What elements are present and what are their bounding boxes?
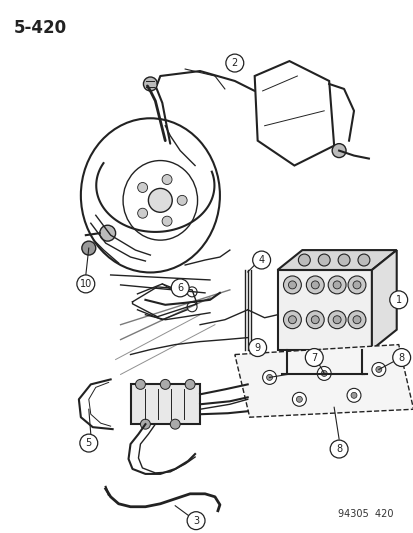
Circle shape xyxy=(331,144,345,158)
Text: 8: 8 xyxy=(398,352,404,362)
Circle shape xyxy=(138,208,147,218)
Circle shape xyxy=(162,216,172,226)
Circle shape xyxy=(328,311,345,329)
Text: 8: 8 xyxy=(335,444,341,454)
Circle shape xyxy=(283,276,301,294)
Circle shape xyxy=(138,182,147,192)
Circle shape xyxy=(160,379,170,389)
Circle shape xyxy=(284,372,289,377)
Bar xyxy=(277,270,371,350)
Circle shape xyxy=(316,367,330,381)
Text: 5: 5 xyxy=(85,438,92,448)
Text: 7: 7 xyxy=(311,352,317,362)
Circle shape xyxy=(347,311,365,329)
Circle shape xyxy=(332,281,340,289)
Circle shape xyxy=(187,302,197,312)
Circle shape xyxy=(162,175,172,184)
Circle shape xyxy=(225,54,243,72)
Text: 4: 4 xyxy=(258,255,264,265)
Circle shape xyxy=(306,311,323,329)
Circle shape xyxy=(288,316,296,324)
Circle shape xyxy=(346,389,360,402)
Circle shape xyxy=(355,368,367,381)
Text: 5-420: 5-420 xyxy=(13,19,66,37)
Polygon shape xyxy=(277,250,396,270)
Circle shape xyxy=(292,392,306,406)
Circle shape xyxy=(318,368,330,381)
Circle shape xyxy=(148,188,172,212)
Circle shape xyxy=(171,279,189,297)
Circle shape xyxy=(283,311,301,329)
Circle shape xyxy=(305,349,323,367)
Text: 1: 1 xyxy=(395,295,401,305)
Circle shape xyxy=(77,275,95,293)
Text: 6: 6 xyxy=(177,283,183,293)
Circle shape xyxy=(358,372,363,377)
Circle shape xyxy=(352,281,360,289)
Circle shape xyxy=(311,316,318,324)
Circle shape xyxy=(262,370,276,384)
Circle shape xyxy=(321,372,326,377)
Circle shape xyxy=(371,362,385,376)
Circle shape xyxy=(80,434,97,452)
Circle shape xyxy=(389,291,407,309)
Circle shape xyxy=(252,251,270,269)
Bar xyxy=(130,384,199,424)
Circle shape xyxy=(187,287,197,297)
Circle shape xyxy=(288,281,296,289)
Circle shape xyxy=(392,349,410,367)
Circle shape xyxy=(100,225,115,241)
Circle shape xyxy=(330,440,347,458)
Circle shape xyxy=(170,419,180,429)
Circle shape xyxy=(298,254,310,266)
Circle shape xyxy=(187,512,204,530)
Circle shape xyxy=(143,77,157,91)
Circle shape xyxy=(248,338,266,357)
Circle shape xyxy=(332,316,340,324)
Text: 94305  420: 94305 420 xyxy=(337,508,393,519)
Text: 9: 9 xyxy=(254,343,260,352)
Circle shape xyxy=(352,316,360,324)
Circle shape xyxy=(350,392,356,398)
Circle shape xyxy=(135,379,145,389)
Text: 3: 3 xyxy=(192,515,199,526)
Circle shape xyxy=(318,254,330,266)
Circle shape xyxy=(347,276,365,294)
Circle shape xyxy=(140,419,150,429)
Circle shape xyxy=(337,254,349,266)
Text: 10: 10 xyxy=(79,279,92,289)
Circle shape xyxy=(185,379,195,389)
Circle shape xyxy=(311,281,318,289)
Circle shape xyxy=(320,370,326,376)
Circle shape xyxy=(375,367,381,373)
Circle shape xyxy=(306,276,323,294)
Circle shape xyxy=(328,276,345,294)
Polygon shape xyxy=(371,250,396,350)
Text: 2: 2 xyxy=(231,58,237,68)
Circle shape xyxy=(82,241,95,255)
Polygon shape xyxy=(234,345,413,417)
Circle shape xyxy=(281,368,293,381)
Circle shape xyxy=(177,196,187,205)
Circle shape xyxy=(266,375,272,381)
Circle shape xyxy=(296,397,301,402)
Circle shape xyxy=(357,254,369,266)
